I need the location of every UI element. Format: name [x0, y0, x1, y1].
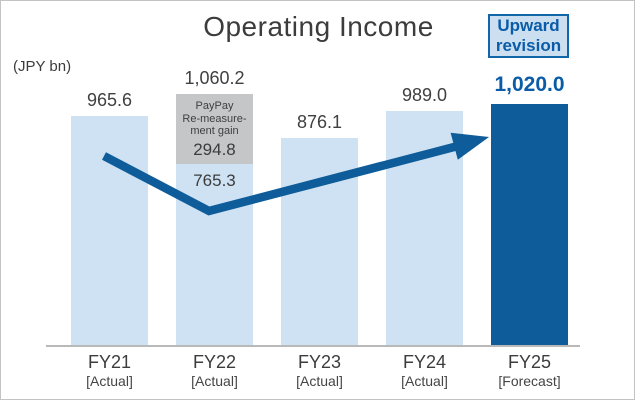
value-label-fy22: 1,060.2: [184, 68, 245, 88]
upward-revision-badge: Upward revision: [488, 14, 569, 58]
value-label-fy21: 965.6: [86, 90, 133, 110]
chart-title: Operating Income: [203, 11, 434, 42]
x-axis-sublabel-fy25: [Forecast]: [498, 373, 561, 389]
value-label-fy23: 876.1: [296, 112, 343, 132]
x-axis-sublabel-fy21: [Actual]: [86, 373, 133, 389]
unit-label: (JPY bn): [13, 58, 72, 75]
x-axis-label-fy22: FY22: [192, 352, 237, 372]
x-axis-sublabel-fy22: [Actual]: [191, 373, 238, 389]
x-axis-sublabel-fy23: [Actual]: [296, 373, 343, 389]
x-axis-sublabel-fy24: [Actual]: [401, 373, 448, 389]
bar-fy22: PayPay Re-measure-ment gain 294.8 765.3: [176, 94, 253, 346]
bar-segment-paypay-remeasurement-gain: PayPay Re-measure-ment gain 294.8: [176, 94, 253, 164]
bar-fy23: [281, 138, 358, 346]
bar-fy21: [71, 116, 148, 346]
x-axis-label-fy23: FY23: [297, 352, 342, 372]
x-axis-line: [46, 345, 580, 347]
base-segment-value: 765.3: [193, 171, 236, 190]
badge-line2: revision: [495, 36, 562, 55]
x-axis-label-fy24: FY24: [402, 352, 447, 372]
bar-fy24: [386, 111, 463, 346]
x-axis-label-fy21: FY21: [87, 352, 132, 372]
value-label-fy25: 1,020.0: [494, 73, 565, 96]
value-label-fy24: 989.0: [401, 85, 448, 105]
badge-line1: Upward: [497, 16, 560, 35]
paypay-gain-note: PayPay Re-measure-ment gain: [182, 100, 247, 137]
bar-fy25: [491, 104, 568, 346]
paypay-gain-value: 294.8: [193, 139, 236, 159]
x-axis-label-fy25: FY25: [507, 352, 552, 372]
